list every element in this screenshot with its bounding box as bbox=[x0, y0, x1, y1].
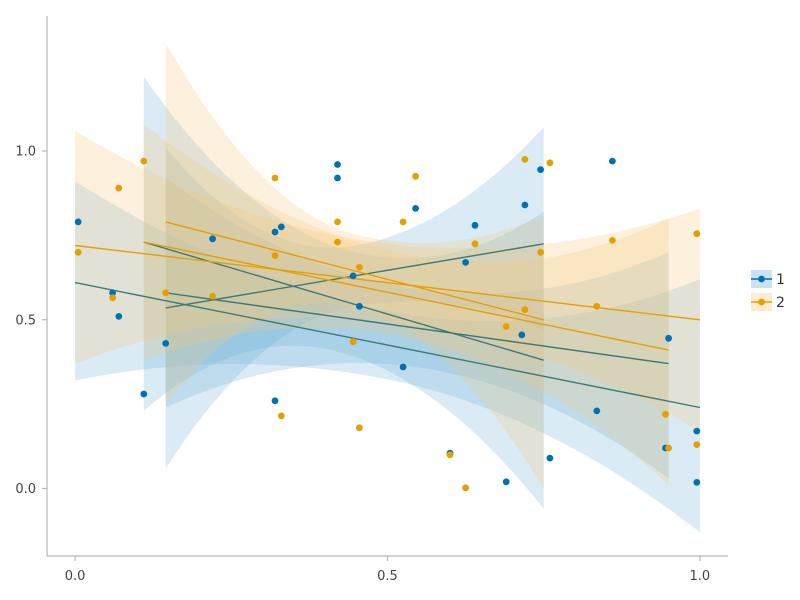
confidence-band-series-1-2 bbox=[143, 76, 544, 509]
point-series-2-2 bbox=[109, 294, 116, 302]
point-series-1-13 bbox=[356, 302, 363, 310]
y-tick-label: 1.0 bbox=[15, 145, 36, 160]
point-series-2-3 bbox=[115, 184, 123, 192]
x-tick-label: 0.5 bbox=[377, 569, 398, 584]
point-series-2-14 bbox=[356, 424, 363, 432]
point-series-1-24 bbox=[593, 407, 601, 415]
point-series-1-20 bbox=[518, 331, 526, 339]
point-series-2-27 bbox=[662, 410, 669, 418]
point-series-2-11 bbox=[334, 218, 341, 226]
confidence-band-series-2-2 bbox=[165, 43, 544, 489]
scatter-points bbox=[74, 156, 701, 492]
point-series-2-13 bbox=[356, 264, 363, 271]
x-tick-label: 1.0 bbox=[690, 569, 711, 584]
point-series-1-22 bbox=[537, 166, 544, 174]
point-series-1-28 bbox=[693, 427, 701, 435]
point-series-1-12 bbox=[349, 272, 357, 280]
point-series-1-4 bbox=[140, 390, 148, 398]
point-series-2-23 bbox=[537, 248, 544, 256]
y-axis-ticks: 0.0 0.5 1.0 bbox=[15, 145, 47, 497]
point-series-2-30 bbox=[693, 441, 701, 448]
regression-line-series-1-1 bbox=[74, 281, 701, 409]
regression-line-series-2-3 bbox=[143, 241, 669, 351]
point-series-2-17 bbox=[446, 451, 454, 459]
point-series-1-29 bbox=[693, 479, 701, 486]
confidence-bands bbox=[75, 43, 700, 533]
point-series-2-29 bbox=[693, 230, 701, 238]
point-series-2-15 bbox=[399, 218, 407, 226]
point-series-2-18 bbox=[462, 484, 469, 492]
regression-line-series-1-4 bbox=[165, 292, 669, 365]
point-series-2-8 bbox=[271, 252, 279, 259]
point-series-2-25 bbox=[593, 302, 601, 310]
x-axis-ticks: 0.0 0.5 1.0 bbox=[65, 556, 710, 584]
point-series-1-19 bbox=[502, 478, 510, 486]
point-series-2-19 bbox=[471, 240, 479, 248]
point-series-2-9 bbox=[277, 412, 285, 420]
point-series-2-26 bbox=[609, 237, 616, 244]
regression-lines bbox=[74, 221, 701, 409]
point-series-2-20 bbox=[502, 323, 510, 330]
confidence-band-series-2-3 bbox=[143, 124, 669, 486]
y-tick-label: 0.5 bbox=[15, 313, 36, 328]
point-series-1-14 bbox=[399, 363, 407, 371]
y-tick-label: 0.0 bbox=[15, 482, 36, 497]
point-series-2-22 bbox=[521, 306, 529, 313]
point-series-2-10 bbox=[334, 238, 341, 246]
point-series-2-16 bbox=[412, 172, 419, 180]
point-series-1-25 bbox=[609, 157, 616, 165]
point-series-2-6 bbox=[209, 292, 217, 300]
point-series-1-18 bbox=[471, 221, 479, 229]
legend: 12 bbox=[751, 270, 785, 311]
point-series-1-15 bbox=[412, 205, 419, 212]
point-series-2-1 bbox=[74, 248, 82, 256]
legend-label-1: 1 bbox=[776, 272, 785, 288]
x-tick-label: 0.0 bbox=[65, 569, 86, 584]
point-series-1-21 bbox=[521, 201, 529, 209]
point-series-1-10 bbox=[334, 174, 341, 182]
point-series-1-5 bbox=[162, 340, 170, 347]
point-series-2-12 bbox=[349, 338, 357, 346]
confidence-band-series-2-1 bbox=[75, 130, 700, 432]
point-series-1-8 bbox=[271, 228, 279, 236]
point-series-2-24 bbox=[546, 159, 554, 167]
point-series-1-9 bbox=[277, 223, 285, 231]
point-series-1-7 bbox=[271, 397, 279, 405]
point-series-1-1 bbox=[74, 218, 82, 226]
point-series-1-17 bbox=[462, 259, 469, 266]
point-series-1-6 bbox=[209, 235, 217, 243]
point-series-2-4 bbox=[140, 157, 148, 165]
legend-marker-2 bbox=[758, 298, 765, 306]
point-series-2-7 bbox=[271, 174, 279, 182]
legend-label-2: 2 bbox=[776, 295, 785, 311]
confidence-band-series-1-3 bbox=[165, 127, 544, 469]
point-series-1-27 bbox=[665, 334, 672, 342]
legend-marker-1 bbox=[758, 275, 765, 283]
point-series-1-23 bbox=[546, 454, 554, 462]
point-series-2-21 bbox=[521, 156, 529, 163]
point-series-2-5 bbox=[162, 289, 170, 297]
confidence-band-series-1-1 bbox=[75, 181, 700, 533]
point-series-1-2 bbox=[109, 289, 116, 297]
point-series-2-28 bbox=[665, 444, 672, 452]
point-series-1-11 bbox=[334, 161, 341, 168]
regression-line-series-2-2 bbox=[165, 221, 544, 321]
point-series-1-3 bbox=[115, 313, 123, 320]
